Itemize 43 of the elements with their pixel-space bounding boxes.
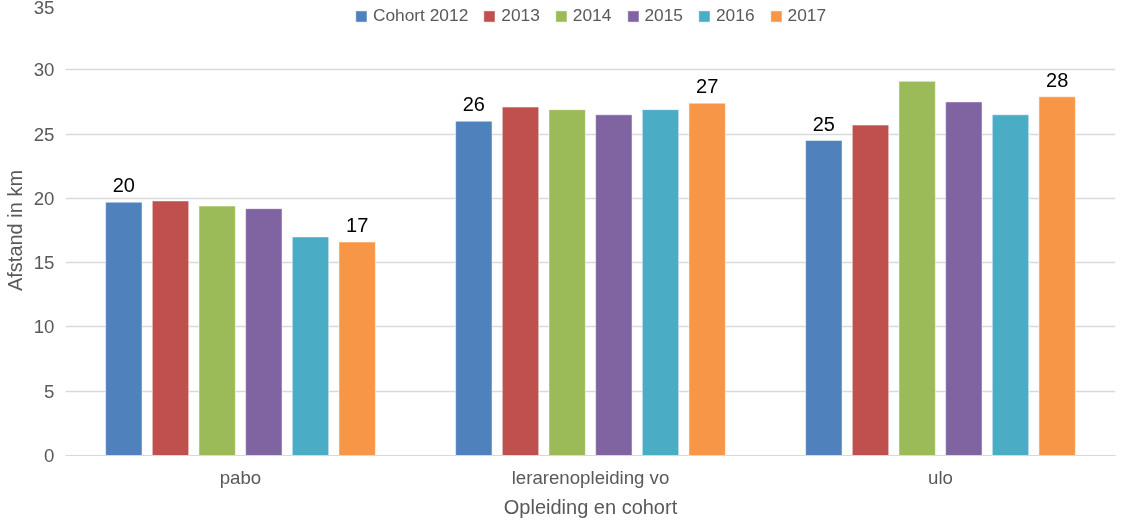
data-label: 20 (112, 174, 135, 197)
legend-label: 2015 (644, 5, 683, 26)
y-tick-label: 35 (33, 0, 55, 18)
data-label: 27 (696, 75, 719, 98)
bar (805, 140, 843, 456)
x-tick-label: pabo (219, 466, 262, 488)
legend-label: 2014 (572, 5, 612, 26)
bar (688, 102, 726, 456)
bar (548, 109, 586, 456)
y-axis-title: Afstand in km (3, 169, 26, 292)
x-tick-label: ulo (928, 466, 953, 488)
bar (502, 106, 539, 456)
y-tick-label: 15 (33, 252, 55, 274)
legend-label: Cohort 2012 (372, 5, 469, 26)
bar (595, 114, 633, 456)
bar (1038, 96, 1076, 456)
bar (152, 200, 189, 456)
y-tick-label: 5 (44, 380, 55, 402)
x-axis-title: Opleiding en cohort (503, 495, 678, 518)
bar (945, 101, 983, 456)
data-label: 17 (346, 214, 369, 237)
bar (852, 124, 889, 456)
y-tick-label: 30 (33, 59, 55, 81)
data-label: 28 (1046, 68, 1069, 91)
data-label: 26 (462, 93, 485, 116)
x-tick-label: lerarenopleiding vo (511, 466, 670, 488)
data-label: 25 (812, 112, 835, 135)
legend-label: 2017 (787, 5, 827, 26)
y-tick-label: 25 (33, 123, 55, 145)
bar (992, 114, 1029, 456)
bar (642, 109, 679, 456)
bar (292, 236, 329, 456)
legend-label: 2016 (715, 5, 755, 26)
y-tick-label: 0 (44, 445, 55, 466)
bar (898, 81, 936, 456)
legend-label: 2013 (501, 5, 540, 26)
bar (455, 120, 493, 456)
bar (338, 241, 376, 456)
bar (105, 201, 143, 456)
bar (245, 208, 283, 456)
y-tick-label: 10 (33, 316, 55, 338)
y-tick-label: 20 (33, 187, 55, 209)
bar (198, 205, 236, 456)
